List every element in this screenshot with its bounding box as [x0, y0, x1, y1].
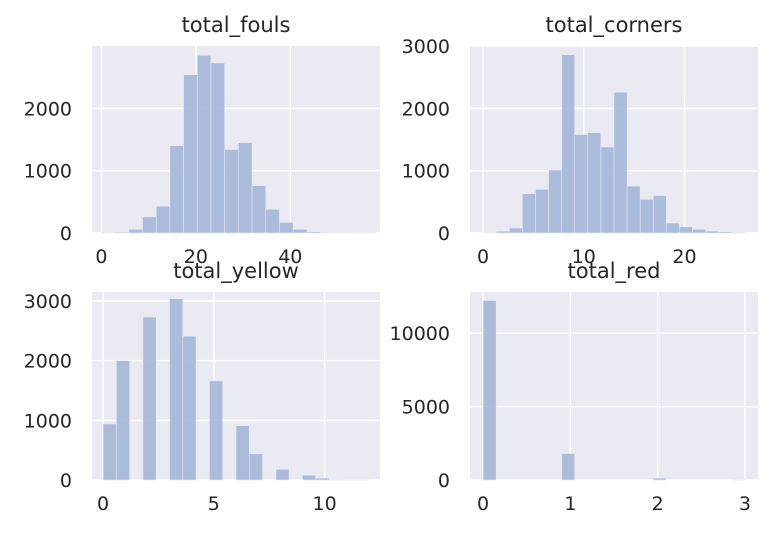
bar	[718, 231, 733, 234]
subplot-title: total_fouls	[182, 13, 291, 38]
bar	[535, 189, 549, 234]
subplot-title: total_corners	[546, 13, 683, 38]
bar	[679, 226, 693, 234]
bar	[561, 453, 576, 481]
bar	[652, 477, 667, 481]
bar	[666, 222, 680, 234]
y-tick-label: 1000	[24, 410, 72, 432]
y-tick-label: 2000	[402, 98, 450, 120]
y-tick-label: 2000	[24, 98, 72, 120]
y-tick-label: 1000	[24, 161, 72, 183]
bar	[315, 477, 330, 481]
bar	[251, 185, 267, 234]
x-tick-label: 20	[672, 246, 696, 268]
x-tick-label: 0	[477, 493, 489, 515]
bar	[275, 468, 290, 481]
y-tick-label: 0	[438, 470, 450, 492]
bar	[142, 316, 157, 481]
y-tick-label: 2000	[24, 351, 72, 373]
plot-area	[470, 292, 758, 480]
y-tick-label: 1000	[402, 161, 450, 183]
bar	[169, 298, 184, 481]
bar	[224, 149, 239, 234]
bar	[238, 142, 253, 234]
y-tick-label: 0	[60, 223, 72, 245]
subplot-title: total_yellow	[173, 259, 299, 284]
bar	[306, 231, 321, 234]
x-tick-label: 2	[652, 493, 664, 515]
bar	[209, 380, 224, 481]
bar	[482, 300, 497, 481]
bar	[574, 134, 589, 234]
bar	[114, 231, 130, 234]
bar	[265, 209, 280, 234]
bar	[182, 335, 197, 481]
x-tick-label: 1	[564, 493, 576, 515]
bar	[279, 222, 294, 234]
bar	[155, 205, 171, 234]
bar	[235, 425, 250, 481]
bar	[705, 230, 720, 234]
bar	[613, 91, 628, 234]
bar	[116, 360, 130, 481]
bar	[292, 228, 308, 234]
bar	[495, 230, 510, 234]
bar	[320, 232, 335, 234]
x-tick-label: 10	[572, 246, 596, 268]
bar	[626, 185, 641, 234]
x-tick-label: 40	[278, 246, 302, 268]
bar	[248, 453, 263, 481]
x-tick-label: 20	[184, 246, 208, 268]
bar	[196, 55, 212, 234]
bar	[522, 193, 536, 234]
subplot-total_fouls: 0 20 40 0 1000 2000 total_fouls	[24, 13, 380, 268]
subplot-total_corners: 0 10 20 0 1000 2000 3000 total_corners	[402, 13, 758, 268]
x-tick-label: 5	[208, 493, 220, 515]
bar	[128, 228, 143, 234]
y-tick-label: 3000	[402, 36, 450, 58]
x-tick-label: 0	[95, 246, 107, 268]
x-tick-label: 0	[97, 493, 109, 515]
subplot-total_yellow: 0 5 10 0 1000 2000 3000 total_yellow	[24, 259, 380, 515]
bar	[561, 54, 576, 234]
y-tick-label: 10000	[390, 323, 450, 345]
bar	[183, 74, 198, 234]
bar	[102, 423, 117, 481]
y-tick-label: 3000	[24, 291, 72, 313]
bar	[692, 228, 706, 234]
bar	[639, 199, 654, 234]
x-tick-label: 0	[477, 246, 489, 268]
bar	[652, 195, 667, 234]
x-tick-label: 3	[739, 493, 751, 515]
subplot-title: total_red	[568, 259, 661, 284]
y-tick-label: 0	[60, 470, 72, 492]
subplot-total_red: 0 1 2 3 0 5000 10000 total_red	[390, 259, 758, 515]
bar	[210, 62, 225, 234]
bar	[587, 132, 602, 234]
bar	[548, 169, 562, 234]
y-tick-label: 5000	[402, 397, 450, 419]
bar	[169, 145, 184, 234]
x-tick-label: 10	[313, 493, 337, 515]
bar	[302, 474, 317, 481]
bar	[142, 216, 157, 234]
bar	[508, 227, 523, 234]
bar	[328, 479, 343, 481]
bar	[731, 232, 746, 234]
bar	[600, 146, 615, 234]
y-tick-label: 0	[438, 223, 450, 245]
